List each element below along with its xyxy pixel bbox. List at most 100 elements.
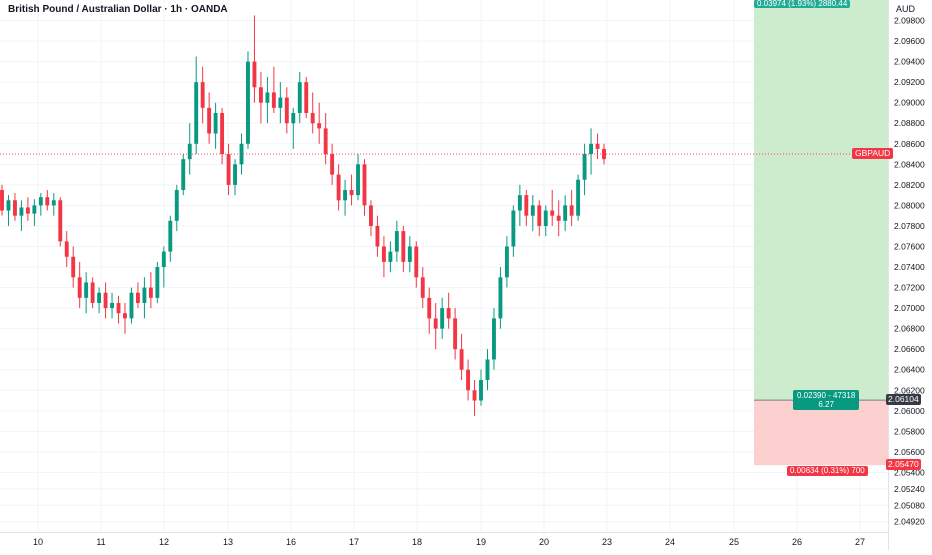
candle-body: [556, 215, 561, 221]
candle-body: [517, 195, 522, 211]
candle-body: [51, 200, 56, 206]
price-axis-bg: [888, 0, 932, 550]
y-tick-label: 2.09200: [894, 77, 925, 87]
candle-body: [207, 107, 212, 134]
y-tick-label: 2.07600: [894, 241, 925, 251]
y-tick-label: 2.06600: [894, 344, 925, 354]
candle-body: [375, 225, 380, 247]
candle-body: [220, 112, 225, 155]
candle-body: [310, 112, 315, 124]
candle-body: [297, 82, 302, 113]
candle-body: [479, 380, 483, 401]
y-tick-label: 2.07000: [894, 303, 925, 313]
candle-body: [123, 313, 127, 319]
take-profit-label: 0.03974 (1.93%) 2880.44: [754, 0, 851, 8]
candle-body: [32, 205, 37, 214]
candle-body: [498, 277, 503, 319]
candle-body: [252, 61, 257, 88]
candle-body: [181, 159, 186, 190]
y-tick-label: 2.06000: [894, 406, 925, 416]
candle-body: [472, 390, 477, 401]
candle-body: [537, 205, 542, 226]
time-axis[interactable]: 10 11 12 13 16 17 18 19 20 23 24 25 26 27: [0, 532, 888, 548]
y-tick-label: 2.05600: [894, 447, 925, 457]
candle-body: [304, 82, 309, 113]
candle-body: [213, 112, 218, 134]
x-tick-label: 19: [476, 537, 486, 547]
entry-price-tag: 2.06104: [886, 394, 921, 406]
candle-body: [336, 174, 341, 201]
candle-body: [38, 197, 43, 206]
price-axis[interactable]: 2.04920 2.05080 2.05240 2.05400 2.05600 2.058…: [888, 0, 932, 550]
x-tick-label: 13: [223, 537, 233, 547]
chart-title: British Pound / Australian Dollar · 1h ·…: [8, 4, 228, 15]
x-tick-label: 25: [729, 537, 739, 547]
candle-body: [271, 92, 276, 108]
candle-body: [45, 197, 50, 206]
y-tick-label: 2.05800: [894, 426, 925, 436]
y-tick-label: 2.06800: [894, 324, 925, 334]
y-tick-label: 2.06200: [894, 385, 925, 395]
position-info-box[interactable]: 0.02390 - 47318 6.27: [793, 390, 860, 411]
x-tick-label: 24: [665, 537, 675, 547]
candle-body: [576, 179, 581, 216]
currency-label: AUD: [896, 4, 916, 14]
y-tick-label: 2.08200: [894, 180, 925, 190]
candle-body: [110, 302, 114, 309]
candle-body: [595, 143, 600, 149]
y-tick-label: 2.05080: [894, 500, 925, 510]
candle-body: [388, 251, 393, 262]
candle-body: [524, 195, 529, 216]
y-tick-label: 2.08000: [894, 200, 925, 210]
candle-body: [485, 359, 490, 380]
y-tick-label: 2.05400: [894, 467, 925, 477]
candle-body: [168, 220, 173, 252]
candle-body: [19, 207, 24, 216]
candle-body: [446, 308, 451, 319]
candle-body: [148, 287, 153, 298]
candle-body: [90, 282, 95, 303]
candle-body: [239, 143, 244, 165]
candle-body: [77, 277, 82, 298]
candle-body: [543, 210, 548, 226]
position-info-line1: 0.02390 - 47318: [797, 391, 856, 401]
candle-body: [343, 190, 348, 201]
candle-body: [71, 256, 76, 278]
candle-body: [504, 246, 509, 278]
y-tick-label: 2.07400: [894, 262, 925, 272]
candle-body: [25, 207, 30, 214]
candle-body: [142, 287, 147, 303]
candle-body: [569, 205, 574, 216]
candle-body: [135, 292, 140, 303]
candle-body: [466, 369, 471, 391]
candle-body: [265, 92, 270, 103]
y-tick-label: 2.06400: [894, 365, 925, 375]
y-tick-label: 2.07800: [894, 221, 925, 231]
x-tick-label: 12: [159, 537, 169, 547]
y-tick-label: 2.09000: [894, 98, 925, 108]
candle-body: [174, 190, 179, 221]
candle-body: [492, 318, 496, 360]
candle-body: [226, 154, 231, 185]
x-tick-label: 16: [286, 537, 296, 547]
candle-body: [453, 318, 458, 350]
candle-body: [356, 164, 360, 196]
candle-body: [194, 82, 199, 144]
position-info-line2: 6.27: [818, 400, 834, 410]
candle-body: [64, 241, 69, 257]
candle-body: [563, 205, 568, 221]
candle-body: [291, 112, 296, 124]
candle-body: [369, 205, 373, 226]
symbol-price-tag: GBPAUD: [852, 148, 894, 160]
candle-body: [161, 251, 166, 268]
candle-body: [13, 200, 17, 216]
y-tick-label: 2.09400: [894, 57, 925, 67]
candle-body: [414, 246, 419, 278]
y-tick-label: 2.08800: [894, 118, 925, 128]
stop-loss-info: 0.00634 (0.31%) 700: [787, 466, 868, 477]
x-tick-label: 18: [412, 537, 422, 547]
x-tick-label: 26: [792, 537, 802, 547]
candle-body: [433, 318, 438, 329]
